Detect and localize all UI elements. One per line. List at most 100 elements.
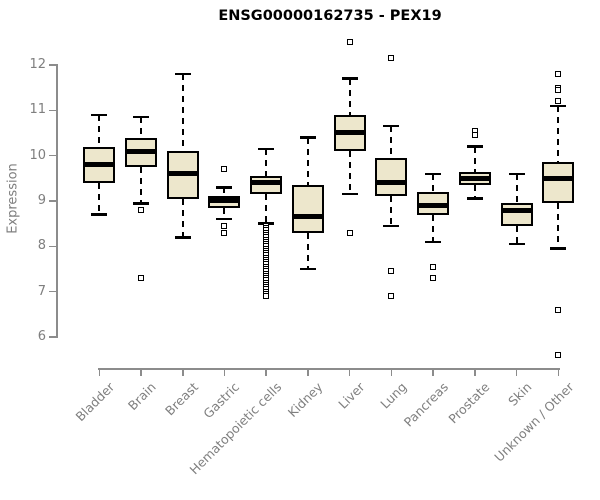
x-axis-line <box>98 368 560 370</box>
x-tick-label-unknown-other: Unknown / Other <box>490 379 577 465</box>
upper-whisker-cap-liver <box>341 77 358 80</box>
x-tick <box>432 368 434 376</box>
x-tick <box>515 368 518 376</box>
upper-whisker-cap-prostate <box>466 145 483 148</box>
outlier-point-lung <box>388 268 395 275</box>
outlier-point-pancreas <box>430 275 437 282</box>
y-tick <box>49 109 57 112</box>
outlier-point-pancreas <box>430 263 437 270</box>
outlier-point-gastric <box>221 222 228 229</box>
upper-whisker-brain <box>140 117 143 138</box>
y-tick-label: 12 <box>29 57 46 72</box>
y-tick-label: 10 <box>29 147 46 163</box>
x-tick <box>474 368 476 376</box>
lower-whisker-hematopoietic-cells <box>265 194 268 224</box>
box-unknown-other <box>542 162 575 204</box>
median-line-hematopoietic-cells <box>250 180 283 186</box>
y-tick <box>49 336 57 338</box>
lower-whisker-cap-unknown-other <box>550 247 567 250</box>
outlier-point-hematopoietic-cells <box>263 293 270 300</box>
lower-whisker-unknown-other <box>557 203 560 249</box>
lower-whisker-cap-kidney <box>299 267 316 271</box>
lower-whisker-gastric <box>223 207 226 220</box>
upper-whisker-gastric <box>223 187 226 197</box>
upper-whisker-unknown-other <box>557 105 560 163</box>
x-tick-label-breast: Breast <box>161 379 201 419</box>
x-tick <box>265 368 267 376</box>
upper-whisker-cap-brain <box>133 115 150 119</box>
upper-whisker-pancreas <box>432 173 435 192</box>
outlier-point-lung <box>388 55 395 62</box>
upper-whisker-cap-unknown-other <box>550 104 567 108</box>
outlier-point-gastric <box>221 166 228 173</box>
x-tick <box>390 368 393 376</box>
upper-whisker-breast <box>181 74 184 152</box>
y-tick-label: 6 <box>37 328 46 344</box>
lower-whisker-pancreas <box>432 214 435 242</box>
median-line-skin <box>500 207 533 213</box>
y-tick <box>49 290 57 293</box>
x-tick <box>182 368 184 376</box>
upper-whisker-cap-breast <box>174 72 191 76</box>
median-line-prostate <box>458 175 491 181</box>
x-tick-label-pancreas: Pancreas <box>400 379 452 430</box>
y-tick <box>49 154 57 157</box>
box-kidney <box>291 185 324 233</box>
lower-whisker-lung <box>390 196 393 226</box>
upper-whisker-hematopoietic-cells <box>265 148 268 177</box>
lower-whisker-skin <box>515 225 518 245</box>
lower-whisker-cap-bladder <box>91 213 108 216</box>
x-tick-label-gastric: Gastric <box>200 379 243 422</box>
y-tick-label: 11 <box>29 102 46 118</box>
outlier-point-gastric <box>221 229 228 236</box>
upper-whisker-liver <box>348 78 351 115</box>
median-line-lung <box>375 180 408 186</box>
outlier-point-prostate <box>471 132 478 139</box>
x-tick <box>348 368 351 376</box>
upper-whisker-cap-gastric <box>216 186 233 189</box>
outlier-point-unknown-other <box>555 71 562 78</box>
upper-whisker-cap-kidney <box>299 136 316 139</box>
x-tick <box>307 368 309 376</box>
outlier-point-lung <box>388 293 395 300</box>
outlier-point-liver <box>346 229 353 236</box>
x-tick <box>98 368 101 376</box>
y-tick-label: 7 <box>37 283 46 299</box>
lower-whisker-cap-pancreas <box>425 240 442 244</box>
x-tick <box>140 368 142 376</box>
upper-whisker-cap-skin <box>508 172 525 176</box>
upper-whisker-bladder <box>98 114 101 147</box>
upper-whisker-skin <box>515 173 518 204</box>
median-line-kidney <box>291 214 324 220</box>
x-tick-label-skin: Skin <box>505 379 535 409</box>
outlier-point-unknown-other <box>555 306 562 313</box>
outlier-point-liver <box>346 39 353 46</box>
lower-whisker-cap-lung <box>383 224 400 228</box>
y-axis-line <box>56 64 58 338</box>
lower-whisker-bladder <box>98 182 101 215</box>
upper-whisker-cap-bladder <box>91 113 108 117</box>
upper-whisker-prostate <box>473 146 476 172</box>
x-tick <box>557 368 560 376</box>
x-tick-label-liver: Liver <box>335 379 368 412</box>
median-line-unknown-other <box>542 175 575 181</box>
median-line-gastric <box>208 198 241 204</box>
lower-whisker-cap-gastric <box>216 217 233 221</box>
x-tick-label-lung: Lung <box>377 379 410 412</box>
y-tick <box>49 200 57 202</box>
outlier-point-unknown-other <box>555 98 562 105</box>
y-tick-label: 9 <box>37 192 46 208</box>
upper-whisker-kidney <box>306 137 309 186</box>
outlier-point-brain <box>138 275 145 282</box>
median-line-brain <box>125 148 158 154</box>
median-line-liver <box>333 130 366 136</box>
lower-whisker-brain <box>140 166 143 204</box>
outlier-point-unknown-other <box>555 86 562 93</box>
lower-whisker-breast <box>181 198 184 238</box>
x-tick-label-prostate: Prostate <box>445 379 493 427</box>
upper-whisker-cap-pancreas <box>425 172 442 176</box>
x-tick <box>223 368 226 376</box>
median-line-pancreas <box>417 203 450 209</box>
